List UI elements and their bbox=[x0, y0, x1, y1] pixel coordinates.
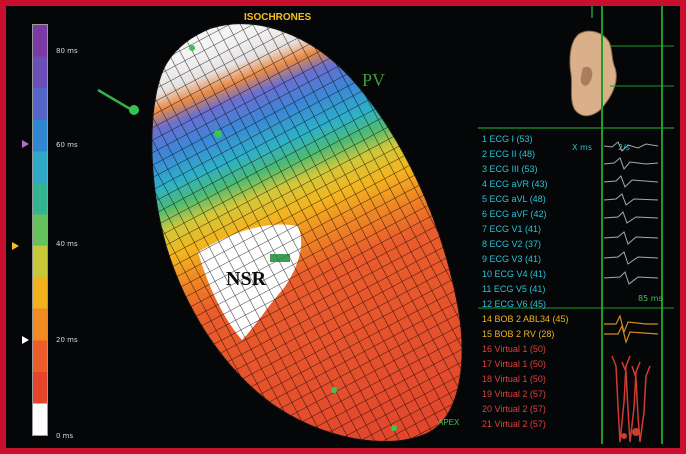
scale-marker-middle[interactable] bbox=[12, 242, 19, 250]
ecg-header-left: X ms bbox=[572, 143, 592, 152]
ecg-lead-label[interactable]: 5 ECG aVL (48) bbox=[482, 194, 546, 204]
heart-orientation-icon bbox=[569, 30, 617, 117]
apex-label: APEX bbox=[438, 418, 460, 427]
ecg-lead-label[interactable]: 6 ECG aVF (42) bbox=[482, 209, 547, 219]
scale-label-80: 80 ms bbox=[56, 47, 78, 55]
scale-marker-upper[interactable] bbox=[22, 140, 29, 148]
ecg-lead-label[interactable]: 17 Virtual 1 (50) bbox=[482, 359, 546, 369]
ecg-lead-label[interactable]: 9 ECG V3 (41) bbox=[482, 254, 542, 264]
map-title: ISOCHRONES bbox=[244, 12, 312, 23]
ecg-lead-label[interactable]: 18 Virtual 1 (50) bbox=[482, 374, 546, 384]
ecg-interval-readout: 85 ms bbox=[638, 294, 663, 303]
ecg-panel[interactable] bbox=[6, 6, 680, 448]
ecg-lead-label[interactable]: 3 ECG III (53) bbox=[482, 164, 538, 174]
mapping-viewport[interactable]: 80 ms 60 ms 40 ms 20 ms 0 ms ISOCHRONES bbox=[6, 6, 680, 448]
pv-label: PV bbox=[362, 70, 386, 90]
catheter-tip[interactable] bbox=[129, 105, 139, 115]
tag-point[interactable] bbox=[391, 425, 397, 431]
scale-marker-lower[interactable] bbox=[22, 336, 29, 344]
orientation-thumbnail[interactable] bbox=[561, 24, 625, 128]
scale-label-40: 40 ms bbox=[56, 240, 78, 248]
ecg-lead-label[interactable]: 12 ECG V6 (45) bbox=[482, 299, 547, 309]
nsr-tag-badge bbox=[270, 254, 290, 262]
nsr-label: NSR bbox=[226, 268, 267, 290]
ecg-trace bbox=[603, 141, 659, 152]
ecg-lead-label[interactable]: 4 ECG aVR (43) bbox=[482, 179, 548, 189]
ecg-lead-label[interactable]: 2 ECG II (48) bbox=[482, 149, 536, 159]
ecg-lead-label[interactable]: 1 ECG I (53) bbox=[482, 134, 533, 144]
ecg-lead-label[interactable]: 11 ECG V5 (41) bbox=[482, 284, 546, 294]
ecg-lead-label[interactable]: 16 Virtual 1 (50) bbox=[482, 344, 546, 354]
scale-label-60: 60 ms bbox=[56, 141, 78, 149]
ecg-lead-label[interactable]: 20 Virtual 2 (57) bbox=[482, 404, 546, 414]
ecg-lead-label[interactable]: 21 Virtual 2 (57) bbox=[482, 419, 546, 429]
isochrone-color-scale bbox=[32, 24, 48, 436]
ecg-lead-label[interactable]: 15 BOB 2 RV (28) bbox=[482, 329, 555, 339]
ecg-header-right: 2/s bbox=[618, 143, 630, 152]
scale-label-0: 0 ms bbox=[56, 432, 74, 440]
ecg-lead-label[interactable]: 14 BOB 2 ABL34 (45) bbox=[482, 314, 569, 324]
tag-point[interactable] bbox=[189, 45, 195, 51]
tag-point[interactable] bbox=[214, 130, 222, 138]
ecg-lead-label[interactable]: 7 ECG V1 (41) bbox=[482, 224, 542, 234]
ecg-lead-label[interactable]: 8 ECG V2 (37) bbox=[482, 239, 542, 249]
ecg-lead-label[interactable]: 10 ECG V4 (41) bbox=[482, 269, 547, 279]
activation-map-3d[interactable] bbox=[6, 6, 680, 448]
ecg-lead-label[interactable]: 19 Virtual 2 (57) bbox=[482, 389, 546, 399]
tag-point[interactable] bbox=[331, 387, 337, 393]
scale-label-20: 20 ms bbox=[56, 336, 78, 344]
